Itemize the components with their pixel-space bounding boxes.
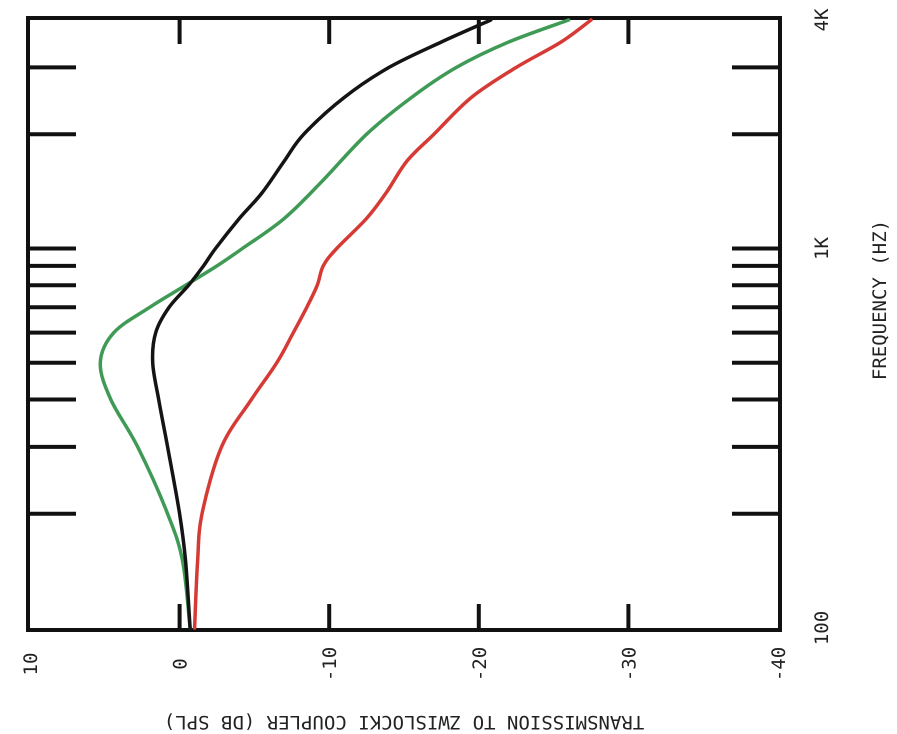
level-tick-label: 10 [20, 653, 42, 676]
plot-frame [26, 16, 782, 632]
level-tick-label: -10 [319, 647, 341, 681]
freq-tick-label: 100 [811, 611, 833, 645]
x-axis-title: FREQUENCY (HZ) [869, 220, 891, 380]
ticks [30, 20, 778, 628]
y-axis-title: TRANSMISSION TO ZWISLOCKI COUPLER (DB SP… [164, 711, 644, 733]
series-line-1 [192, 18, 593, 630]
freq-tick-label: 1K [811, 236, 833, 259]
series-line-3 [150, 18, 493, 630]
level-tick-label: -30 [618, 647, 640, 681]
series-lines [98, 18, 593, 630]
level-tick-label: 0 [170, 658, 192, 669]
level-tick-label: -20 [469, 647, 491, 681]
series-line-2 [98, 18, 571, 630]
freq-tick-label: 4K [811, 8, 833, 31]
level-tick-label: -40 [768, 647, 790, 681]
